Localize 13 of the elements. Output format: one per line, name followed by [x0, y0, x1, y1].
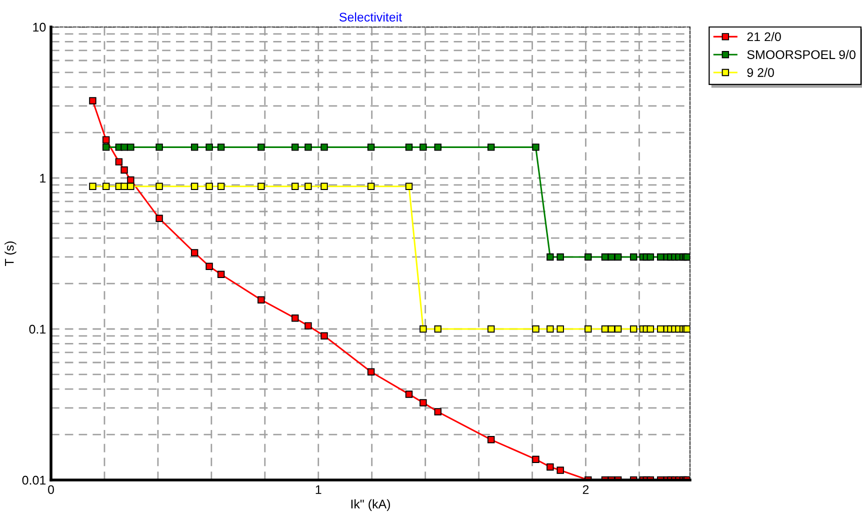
y-axis-title: T (s) — [4, 242, 16, 266]
y-tick-label: 1 — [40, 174, 46, 183]
chart-title: Selectiviteit — [339, 12, 402, 22]
y-tick-label: 0.01 — [22, 476, 46, 485]
x-tick-label: 2 — [582, 485, 589, 494]
x-tick-label: 1 — [316, 485, 322, 494]
x-tick-label: 0 — [48, 485, 54, 494]
legend-label: 21 2/0 — [747, 32, 781, 42]
legend-label: 9 2/0 — [747, 68, 774, 77]
x-axis-title: Ik" (kA) — [351, 499, 390, 511]
y-tick-label: 0.1 — [29, 324, 46, 334]
y-tick-label: 10 — [33, 22, 46, 32]
legend-label: SMOORSPOEL 9/0 — [747, 50, 856, 60]
